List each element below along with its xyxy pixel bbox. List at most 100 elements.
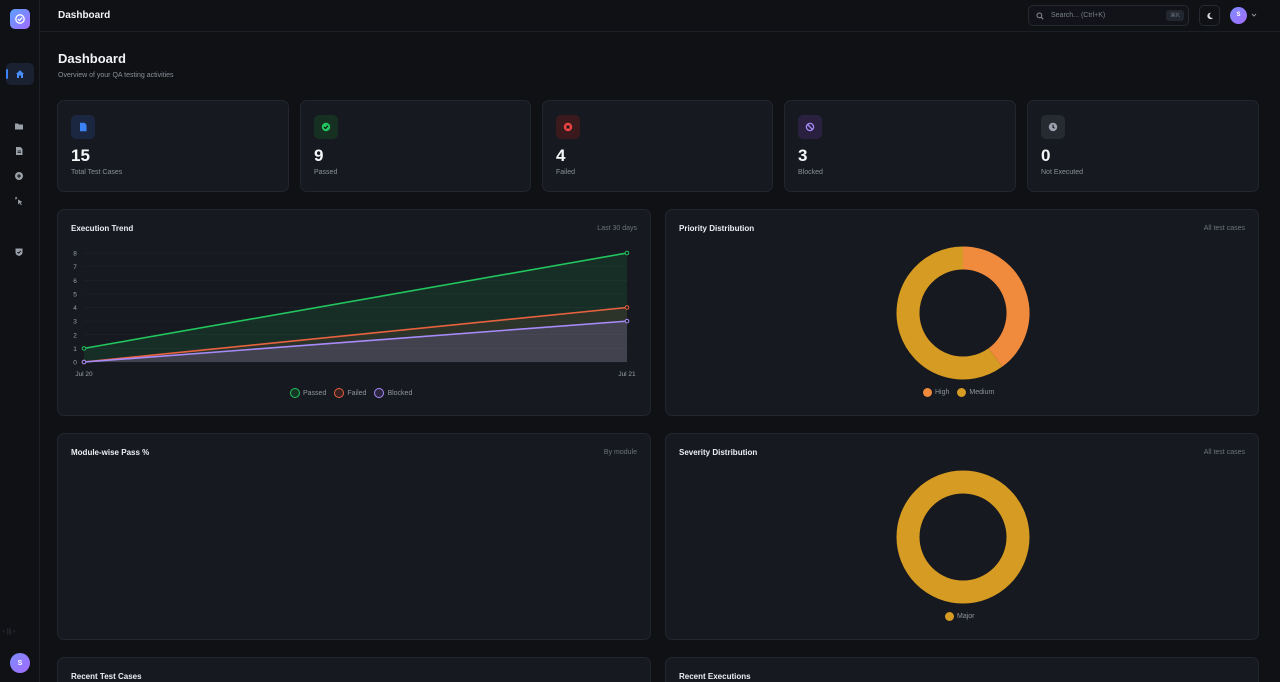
avatar[interactable]: S xyxy=(10,653,30,673)
y-tick-label: 7 xyxy=(73,264,77,271)
data-point-passed[interactable] xyxy=(624,250,630,256)
data-point-passed[interactable] xyxy=(81,346,87,351)
sidebar: ‹ ||| › S xyxy=(0,0,40,682)
chart-legend: Passed Failed Blocked xyxy=(290,388,412,398)
legend-item-blocked[interactable]: Blocked xyxy=(374,388,412,398)
sidebar-item-add[interactable] xyxy=(10,167,28,185)
stat-icon-wrap xyxy=(556,115,580,139)
stat-card-not-executed[interactable]: 0 Not Executed xyxy=(1027,100,1259,192)
sidebar-item-projects[interactable] xyxy=(10,117,28,135)
y-tick-label: 0 xyxy=(73,360,77,367)
severity-distribution-panel: Severity Distribution All test cases Maj… xyxy=(665,433,1259,640)
panel-title: Execution Trend xyxy=(71,224,134,233)
priority-donut-chart xyxy=(896,246,1030,380)
x-tick-label: Jul 20 xyxy=(75,371,93,378)
y-tick-label: 4 xyxy=(73,305,77,312)
home-icon xyxy=(16,70,24,78)
topbar: Dashboard Search... (Ctrl+K) ⌘K S xyxy=(40,0,1280,32)
execution-trend-chart: 0 1 2 3 4 5 6 7 8 Jul 20 Jul 21 xyxy=(73,250,636,379)
theme-toggle-button[interactable] xyxy=(1199,5,1220,26)
panel-title: Module-wise Pass % xyxy=(71,448,150,457)
panel-title: Priority Distribution xyxy=(679,224,755,233)
legend-label: High xyxy=(935,389,950,396)
data-point-blocked[interactable] xyxy=(81,359,87,365)
legend-item-major[interactable]: Major xyxy=(945,612,975,621)
plus-circle-icon xyxy=(15,172,23,180)
clock-icon xyxy=(1048,122,1058,132)
pointer-click-icon xyxy=(14,196,23,206)
stat-card-passed[interactable]: 9 Passed xyxy=(300,100,531,192)
panel-meta: All test cases xyxy=(1203,225,1245,232)
recent-test-cases-panel: Recent Test Cases xyxy=(57,657,651,682)
panel-title: Severity Distribution xyxy=(679,448,758,457)
document-icon xyxy=(80,122,87,132)
legend-label: Failed xyxy=(347,389,367,397)
stat-icon-wrap xyxy=(1041,115,1065,139)
y-tick-label: 3 xyxy=(73,319,77,326)
legend-swatch xyxy=(923,388,932,397)
stat-label: Total Test Cases xyxy=(71,169,123,176)
data-point-failed[interactable] xyxy=(624,305,630,310)
sidebar-item-test-cases[interactable] xyxy=(10,142,28,160)
stat-label: Not Executed xyxy=(1041,169,1084,176)
chevron-down-icon xyxy=(1251,13,1257,17)
recent-executions-panel: Recent Executions xyxy=(665,657,1259,682)
stat-icon-wrap xyxy=(314,115,338,139)
folder-icon xyxy=(15,123,23,130)
search-shortcut-badge: ⌘K xyxy=(1166,10,1184,21)
document-icon xyxy=(16,147,23,155)
chart-legend: High Medium xyxy=(923,388,994,397)
legend-swatch xyxy=(334,388,345,398)
shield-check-icon xyxy=(15,248,23,256)
topbar-title: Dashboard xyxy=(58,10,111,21)
legend-swatch xyxy=(957,388,967,397)
legend-item-failed[interactable]: Failed xyxy=(334,388,366,398)
sidebar-item-home[interactable] xyxy=(6,63,34,85)
x-tick-label: Jul 21 xyxy=(618,371,636,378)
donut-slice-high[interactable] xyxy=(962,246,1030,367)
legend-item-medium[interactable]: Medium xyxy=(957,388,994,397)
search-icon xyxy=(1036,11,1044,20)
stat-value: 0 xyxy=(1041,146,1051,165)
panel-title: Recent Test Cases xyxy=(71,672,142,681)
search-input[interactable]: Search... (Ctrl+K) ⌘K xyxy=(1028,5,1189,26)
check-circle-icon xyxy=(321,122,331,132)
y-tick-label: 8 xyxy=(73,251,77,258)
legend-label: Blocked xyxy=(387,389,413,397)
stat-card-failed[interactable]: 4 Failed xyxy=(542,100,773,192)
stat-card-blocked[interactable]: 3 Blocked xyxy=(784,100,1016,192)
sidebar-collapse-handle[interactable]: ‹ ||| › xyxy=(3,629,16,635)
module-pass-panel: Module-wise Pass % By module xyxy=(57,433,651,640)
priority-distribution-panel: Priority Distribution All test cases Hig… xyxy=(665,209,1259,416)
donut-slice-medium[interactable] xyxy=(896,246,1003,380)
page-subtitle: Overview of your QA testing activities xyxy=(58,72,174,79)
page-title: Dashboard xyxy=(58,51,126,66)
legend-item-high[interactable]: High xyxy=(923,388,949,397)
series-line-passed xyxy=(83,252,628,350)
legend-swatch xyxy=(945,612,954,621)
series-line-failed xyxy=(83,306,628,363)
legend-item-passed[interactable]: Passed xyxy=(290,388,326,398)
legend-label: Passed xyxy=(303,389,327,397)
app-logo-icon[interactable] xyxy=(10,9,30,29)
stat-value: 9 xyxy=(314,146,324,165)
y-tick-label: 6 xyxy=(73,278,77,285)
stat-card-total[interactable]: 15 Total Test Cases xyxy=(57,100,289,192)
stat-label: Blocked xyxy=(798,169,823,176)
chart-legend: Major xyxy=(945,612,975,621)
user-menu-button[interactable]: S xyxy=(1230,5,1262,25)
y-tick-label: 1 xyxy=(73,346,77,353)
sidebar-item-executions[interactable] xyxy=(10,192,28,210)
legend-swatch xyxy=(374,388,385,398)
panel-meta: By module xyxy=(603,449,637,456)
stat-value: 15 xyxy=(71,146,90,165)
donut-slice-major[interactable] xyxy=(896,470,1030,604)
execution-trend-panel: Execution Trend Last 30 days 0 1 2 3 4 5 6 7 8 Ju… xyxy=(57,209,651,416)
severity-donut-chart xyxy=(896,470,1030,604)
sidebar-item-reports[interactable] xyxy=(10,243,28,261)
series-area-passed xyxy=(84,253,627,362)
data-point-blocked[interactable] xyxy=(624,318,630,324)
stat-icon-wrap xyxy=(798,115,822,139)
legend-swatch xyxy=(290,388,300,398)
search-placeholder: Search... (Ctrl+K) xyxy=(1051,12,1106,19)
